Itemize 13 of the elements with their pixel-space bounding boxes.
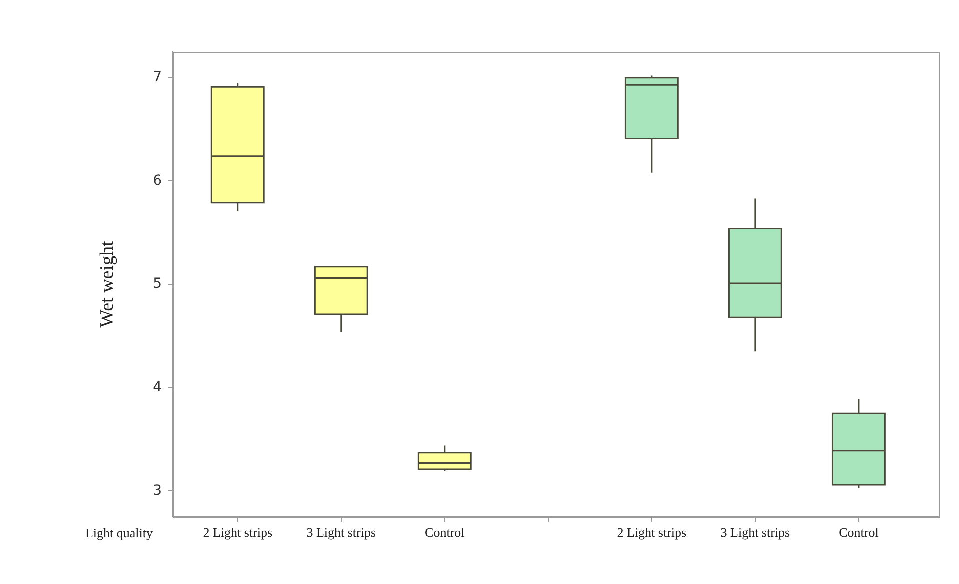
x-tick-label: 3 Light strips: [720, 525, 790, 540]
text: Light quality: [85, 525, 154, 540]
y-tick-label: 5: [153, 276, 162, 292]
x-tick-label: 3 Light strips: [306, 525, 376, 540]
y-tick-label: 6: [153, 172, 162, 189]
x-tick-label: 2 Light strips: [203, 525, 273, 540]
y-tick-label: 4: [153, 379, 162, 396]
y-axis-title: Wet weight: [96, 240, 118, 328]
x-tick-label: 2 Light strips: [617, 525, 687, 540]
x-tick-label: Control: [839, 525, 880, 540]
x-tick-label: Control: [425, 525, 466, 540]
y-tick-label: 3: [153, 482, 162, 499]
y-tick-label: 7: [153, 69, 162, 86]
